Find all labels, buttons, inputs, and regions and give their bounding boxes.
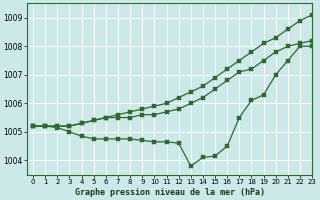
X-axis label: Graphe pression niveau de la mer (hPa): Graphe pression niveau de la mer (hPa) (75, 188, 265, 197)
